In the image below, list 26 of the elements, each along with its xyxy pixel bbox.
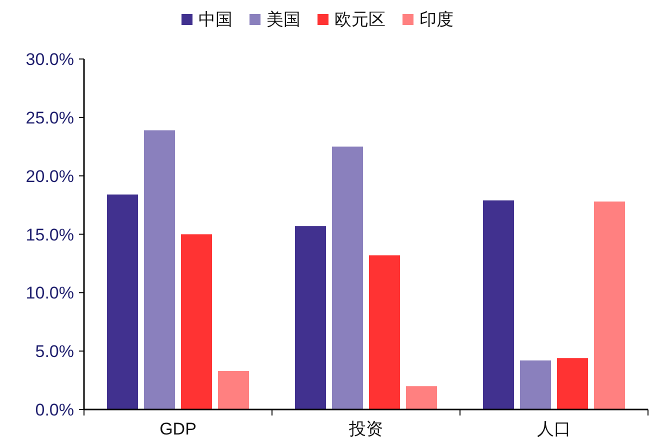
y-tick-label: 25.0% <box>26 108 74 128</box>
y-tick-label: 5.0% <box>35 342 74 362</box>
bar <box>520 360 551 410</box>
legend-label: 欧元区 <box>334 10 386 29</box>
legend-label: 美国 <box>266 10 300 29</box>
y-tick-label: 30.0% <box>26 50 74 69</box>
bar <box>594 202 625 410</box>
bar <box>332 146 363 410</box>
bar <box>218 370 249 410</box>
x-tick-label: 人口 <box>537 420 571 438</box>
bar <box>295 226 326 410</box>
x-tick-label: 投资 <box>348 420 383 438</box>
y-tick-label: 15.0% <box>26 225 74 244</box>
x-tick-label: GDP <box>160 420 196 438</box>
legend-label: 中国 <box>198 10 232 29</box>
y-tick-label: 0.0% <box>35 400 74 420</box>
bar <box>181 234 212 410</box>
bar <box>483 200 514 410</box>
bar <box>369 255 400 410</box>
y-tick-label: 10.0% <box>26 284 74 303</box>
bar <box>107 194 138 410</box>
y-tick-label: 20.0% <box>26 166 74 186</box>
bar <box>557 358 588 410</box>
bar <box>406 386 437 410</box>
legend-label: 印度 <box>420 10 454 29</box>
bar <box>144 130 175 410</box>
